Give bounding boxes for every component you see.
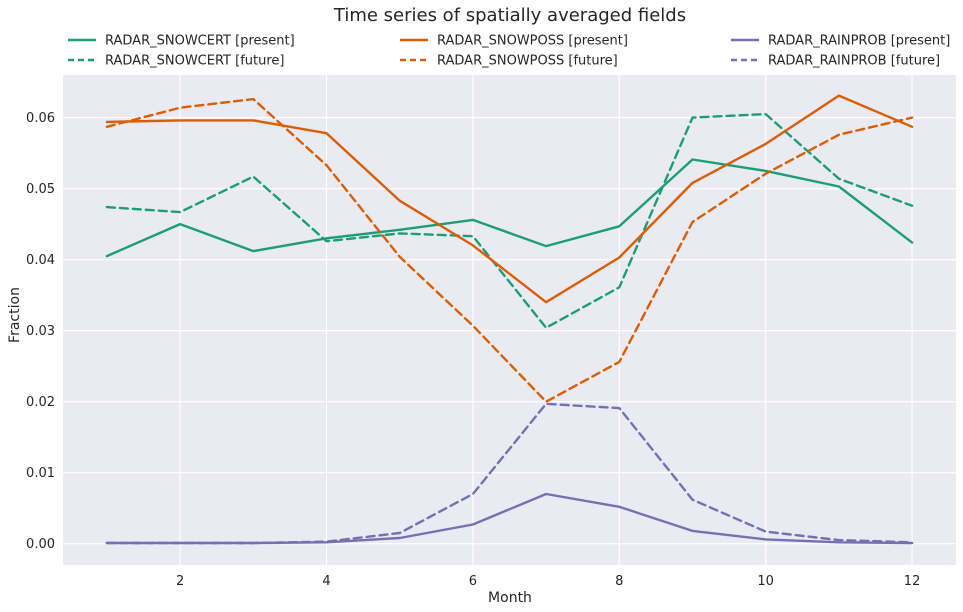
y-axis-ticks: 0.00 0.01 0.02 0.03 0.04 0.05 0.06 bbox=[26, 111, 55, 552]
y-tick-label: 0.00 bbox=[26, 537, 55, 552]
grid bbox=[63, 75, 956, 565]
y-tick-label: 0.04 bbox=[26, 253, 55, 268]
x-tick-label: 4 bbox=[322, 574, 330, 589]
y-tick-label: 0.06 bbox=[26, 111, 55, 126]
y-axis-label: Fraction bbox=[7, 287, 23, 343]
y-tick-label: 0.05 bbox=[26, 182, 55, 197]
legend-label-0: RADAR_SNOWCERT [present] bbox=[105, 34, 295, 49]
series-line-3 bbox=[105, 97, 914, 403]
x-axis-label: Month bbox=[488, 590, 532, 606]
legend-label-3: RADAR_SNOWPOSS [future] bbox=[437, 54, 618, 69]
plot-area bbox=[63, 75, 956, 565]
y-tick-label: 0.03 bbox=[26, 324, 55, 339]
legend-label-2: RADAR_SNOWPOSS [present] bbox=[437, 34, 628, 49]
x-tick-label: 10 bbox=[757, 574, 774, 589]
x-tick-label: 8 bbox=[615, 574, 623, 589]
legend-label-1: RADAR_SNOWCERT [future] bbox=[105, 54, 284, 69]
series-lines bbox=[105, 94, 914, 545]
series-line-5 bbox=[105, 402, 914, 545]
legend: RADAR_SNOWCERT [present] RADAR_SNOWCERT [… bbox=[68, 34, 950, 69]
legend-label-4: RADAR_RAINPROB [present] bbox=[768, 34, 950, 49]
y-tick-label: 0.02 bbox=[26, 395, 55, 410]
x-axis-ticks: 2 4 6 8 10 12 bbox=[176, 574, 920, 589]
series-line-2 bbox=[105, 94, 914, 304]
chart-title: Time series of spatially averaged fields bbox=[333, 5, 686, 26]
series-line-0 bbox=[105, 158, 914, 258]
x-tick-label: 6 bbox=[469, 574, 477, 589]
y-tick-label: 0.01 bbox=[26, 466, 55, 481]
x-tick-label: 2 bbox=[176, 574, 184, 589]
series-line-1 bbox=[105, 112, 914, 329]
x-tick-label: 12 bbox=[904, 574, 921, 589]
legend-label-5: RADAR_RAINPROB [future] bbox=[768, 54, 940, 69]
